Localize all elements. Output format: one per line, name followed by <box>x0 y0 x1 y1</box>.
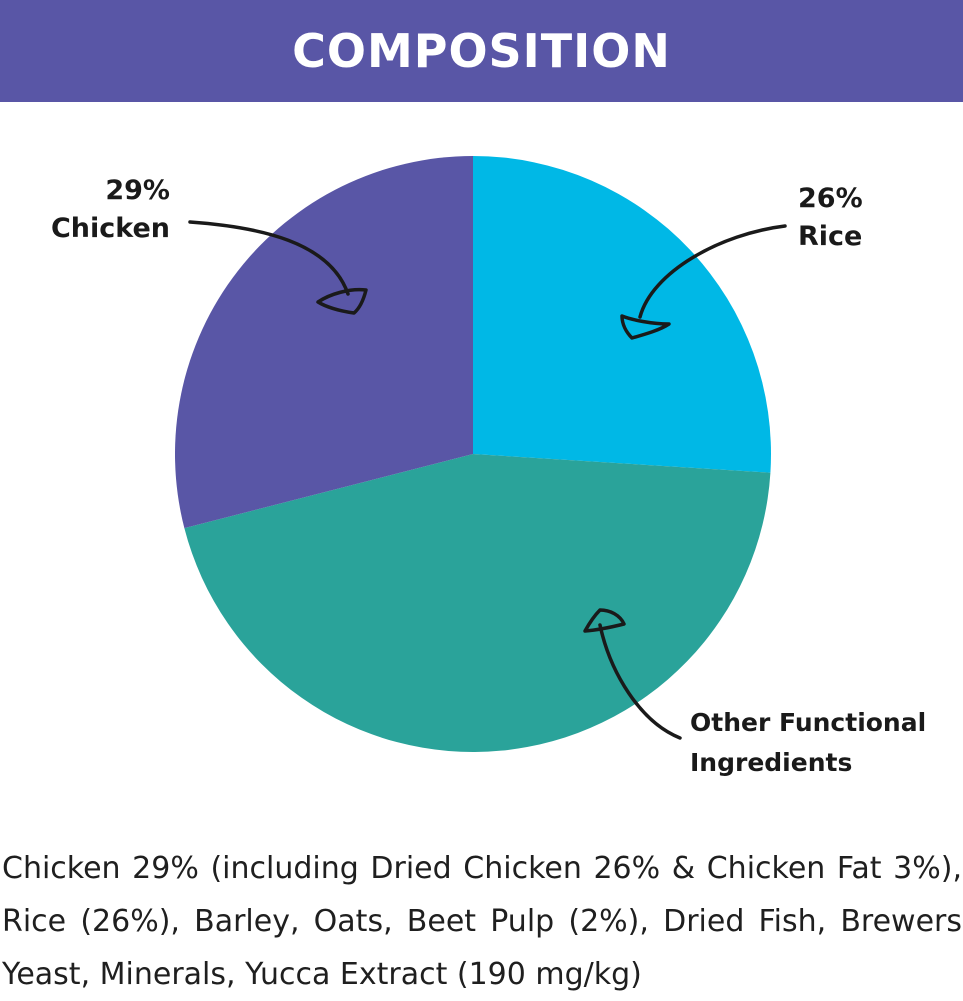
ingredients-text: Chicken 29% (including Dried Chicken 26%… <box>2 842 962 1001</box>
chicken-arrow-head <box>316 287 368 315</box>
other-line2-label: Ingredients <box>690 748 853 777</box>
rice-percent-label: 26% <box>798 183 863 214</box>
header-bar: COMPOSITION <box>0 0 963 102</box>
other-line1-label: Other Functional <box>690 708 927 737</box>
other-arrow-line <box>598 623 682 740</box>
ingredients-line-2: Rice (26%), Barley, Oats, Beet Pulp (2%)… <box>2 904 962 939</box>
rice-annotation: 26% Rice <box>798 178 918 258</box>
rice-arrow-head <box>620 314 671 340</box>
pie-slice-chicken <box>174 156 473 529</box>
rice-arrow-line <box>638 224 787 319</box>
rice-name-label: Rice <box>798 221 863 252</box>
pie-slices <box>174 156 771 753</box>
chicken-name-label: Chicken <box>50 213 170 244</box>
annotation-arrows <box>188 220 787 740</box>
other-annotation: Other Functional Ingredients <box>690 702 960 784</box>
ingredients-line-3: Yeast, Minerals, Yucca Extract (190 mg/k… <box>2 957 642 992</box>
ingredients-line-1: Chicken 29% (including Dried Chicken 26%… <box>2 851 962 886</box>
other-arrow-head <box>583 608 626 633</box>
pie-slice-other-functional-ingredients <box>184 454 771 753</box>
chicken-annotation: 29% Chicken <box>40 170 170 250</box>
composition-pie-chart <box>174 156 787 753</box>
chicken-percent-label: 29% <box>105 175 170 206</box>
chicken-arrow-line <box>188 220 350 296</box>
page-title: COMPOSITION <box>292 24 671 78</box>
